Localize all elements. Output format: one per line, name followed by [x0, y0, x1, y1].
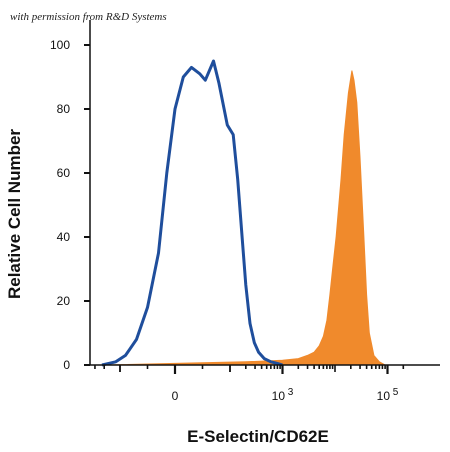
y-tick-label: 40	[57, 230, 71, 244]
y-tick-label: 0	[63, 358, 70, 372]
x-axis-label: E-Selectin/CD62E	[187, 427, 329, 446]
control-histogram-outline	[101, 59, 283, 367]
y-tick-label: 20	[57, 294, 71, 308]
filled-histogram	[104, 70, 388, 366]
x-tick-label: 10 5	[377, 387, 399, 403]
series-layer	[101, 59, 388, 367]
y-tick-label: 100	[50, 38, 70, 52]
y-tick-label: 60	[57, 166, 71, 180]
x-tick-label: 0	[172, 389, 179, 403]
axes-layer: 0 20 40 60 80 100 0 10 3 10 5	[50, 20, 440, 403]
y-tick-label: 80	[57, 102, 71, 116]
y-axis-label: Relative Cell Number	[5, 129, 24, 299]
x-tick-label: 10 3	[272, 387, 294, 403]
watermark-text: with permission from R&D Systems	[10, 11, 167, 23]
